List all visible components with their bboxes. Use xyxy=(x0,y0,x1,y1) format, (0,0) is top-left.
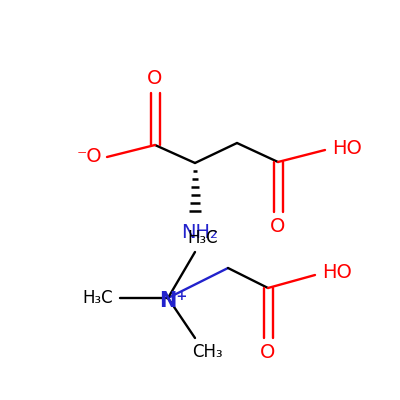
Text: H₃C: H₃C xyxy=(83,289,113,307)
Text: HO: HO xyxy=(332,138,362,158)
Text: O: O xyxy=(260,342,276,362)
Text: CH₃: CH₃ xyxy=(192,343,222,361)
Text: ⁻O: ⁻O xyxy=(76,148,102,166)
Text: NH₂: NH₂ xyxy=(182,224,218,242)
Text: HO: HO xyxy=(322,264,352,282)
Text: O: O xyxy=(270,216,286,236)
Text: O: O xyxy=(147,70,163,88)
Text: H₃C: H₃C xyxy=(188,229,218,247)
Text: N⁺: N⁺ xyxy=(159,291,187,311)
